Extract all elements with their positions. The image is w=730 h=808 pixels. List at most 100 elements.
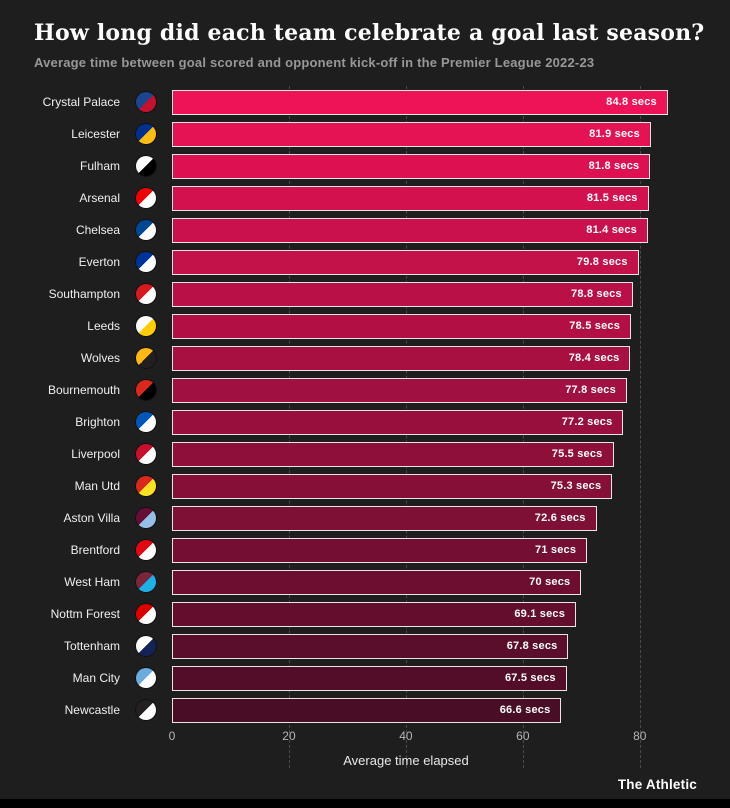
bar: 67.5 secs	[172, 665, 567, 691]
bar-chart: Crystal Palace 84.8 secs Leicester 81.9 …	[20, 86, 710, 768]
team-crest-icon	[136, 348, 156, 368]
bar-value-label: 67.8 secs	[506, 640, 558, 652]
team-label: Liverpool	[71, 447, 120, 461]
team-crest-icon	[136, 700, 156, 720]
team-row: Brighton 77.2 secs	[20, 406, 710, 438]
bar-rows: Crystal Palace 84.8 secs Leicester 81.9 …	[20, 86, 710, 726]
bar-track: 75.3 secs	[172, 473, 710, 499]
bar: 81.5 secs	[172, 185, 649, 211]
team-label: Newcastle	[64, 703, 120, 717]
x-tick-label: 80	[633, 729, 647, 743]
team-crest-icon	[136, 636, 156, 656]
bar-value-label: 71 secs	[535, 544, 577, 556]
bar-value-label: 81.5 secs	[586, 192, 638, 204]
team-crest-icon	[136, 316, 156, 336]
bar-track: 77.2 secs	[172, 409, 710, 435]
team-label: Man City	[72, 671, 120, 685]
bar-track: 66.6 secs	[172, 697, 710, 723]
team-crest-icon	[136, 156, 156, 176]
bar-value-label: 78.5 secs	[569, 320, 621, 332]
team-label: Crystal Palace	[42, 95, 120, 109]
team-label: Arsenal	[79, 191, 120, 205]
bar-track: 70 secs	[172, 569, 710, 595]
bar: 67.8 secs	[172, 633, 569, 659]
bar-track: 84.8 secs	[172, 89, 710, 115]
team-row: Wolves 78.4 secs	[20, 342, 710, 374]
x-tick-label: 40	[399, 729, 413, 743]
bar-track: 72.6 secs	[172, 505, 710, 531]
bar-value-label: 84.8 secs	[606, 96, 657, 108]
team-row: Brentford 71 secs	[20, 534, 710, 566]
bar-track: 67.8 secs	[172, 633, 710, 659]
gridline	[639, 86, 641, 768]
team-crest-icon	[136, 572, 156, 592]
team-crest-icon	[136, 124, 156, 144]
x-axis: 0 20 40 60 80	[169, 729, 710, 747]
bar: 78.8 secs	[172, 281, 633, 307]
team-label: Leicester	[71, 127, 120, 141]
bar-value-label: 66.6 secs	[499, 704, 551, 716]
bar-track: 78.5 secs	[172, 313, 710, 339]
team-label: West Ham	[64, 575, 120, 589]
bar: 77.8 secs	[172, 377, 627, 403]
team-crest-icon	[136, 604, 156, 624]
bar-track: 78.8 secs	[172, 281, 710, 307]
bar-track: 67.5 secs	[172, 665, 710, 691]
team-row: Man City 67.5 secs	[20, 662, 710, 694]
team-crest-icon	[136, 476, 156, 496]
team-label: Southampton	[48, 287, 120, 301]
x-tick-label: 20	[282, 729, 296, 743]
publisher-logo: The Athletic	[617, 777, 697, 792]
team-row: Leeds 78.5 secs	[20, 310, 710, 342]
team-label: Everton	[78, 255, 120, 269]
team-crest-icon	[136, 220, 156, 240]
bar: 81.9 secs	[172, 121, 651, 147]
team-row: Newcastle 66.6 secs	[20, 694, 710, 726]
bar-track: 69.1 secs	[172, 601, 710, 627]
bar-track: 71 secs	[172, 537, 710, 563]
bar: 78.4 secs	[172, 345, 631, 371]
team-label: Aston Villa	[63, 511, 120, 525]
team-crest-icon	[136, 668, 156, 688]
team-crest-icon	[136, 540, 156, 560]
bar: 71 secs	[172, 537, 588, 563]
team-row: Arsenal 81.5 secs	[20, 182, 710, 214]
team-label: Man Utd	[74, 479, 120, 493]
team-crest-icon	[136, 188, 156, 208]
team-row: Crystal Palace 84.8 secs	[20, 86, 710, 118]
team-row: Everton 79.8 secs	[20, 246, 710, 278]
bar-track: 81.4 secs	[172, 217, 710, 243]
bar-track: 78.4 secs	[172, 345, 710, 371]
team-label: Tottenham	[63, 639, 120, 653]
team-label: Nottm Forest	[50, 607, 120, 621]
team-row: Aston Villa 72.6 secs	[20, 502, 710, 534]
chart-title: How long did each team celebrate a goal …	[34, 20, 705, 46]
team-label: Brighton	[75, 415, 120, 429]
bar-value-label: 81.8 secs	[588, 160, 640, 172]
bar-value-label: 77.8 secs	[565, 384, 616, 396]
bottom-bar	[0, 799, 730, 808]
bar: 78.5 secs	[172, 313, 632, 339]
bar-value-label: 67.5 secs	[504, 672, 556, 684]
team-row: Tottenham 67.8 secs	[20, 630, 710, 662]
team-row: Southampton 78.8 secs	[20, 278, 710, 310]
team-row: Fulham 81.8 secs	[20, 150, 710, 182]
bar: 81.8 secs	[172, 153, 651, 179]
bar: 69.1 secs	[172, 601, 577, 627]
team-crest-icon	[136, 444, 156, 464]
team-label: Brentford	[70, 543, 120, 557]
team-row: West Ham 70 secs	[20, 566, 710, 598]
bar-value-label: 81.4 secs	[586, 224, 637, 236]
x-tick-label: 60	[516, 729, 530, 743]
bar: 79.8 secs	[172, 249, 639, 275]
team-row: Leicester 81.9 secs	[20, 118, 710, 150]
bar-value-label: 79.8 secs	[576, 256, 628, 268]
bar: 66.6 secs	[172, 697, 562, 723]
team-row: Bournemouth 77.8 secs	[20, 374, 710, 406]
team-row: Chelsea 81.4 secs	[20, 214, 710, 246]
bar: 77.2 secs	[172, 409, 624, 435]
team-crest-icon	[136, 508, 156, 528]
bar-value-label: 78.8 secs	[571, 288, 622, 300]
bar: 70 secs	[172, 569, 582, 595]
